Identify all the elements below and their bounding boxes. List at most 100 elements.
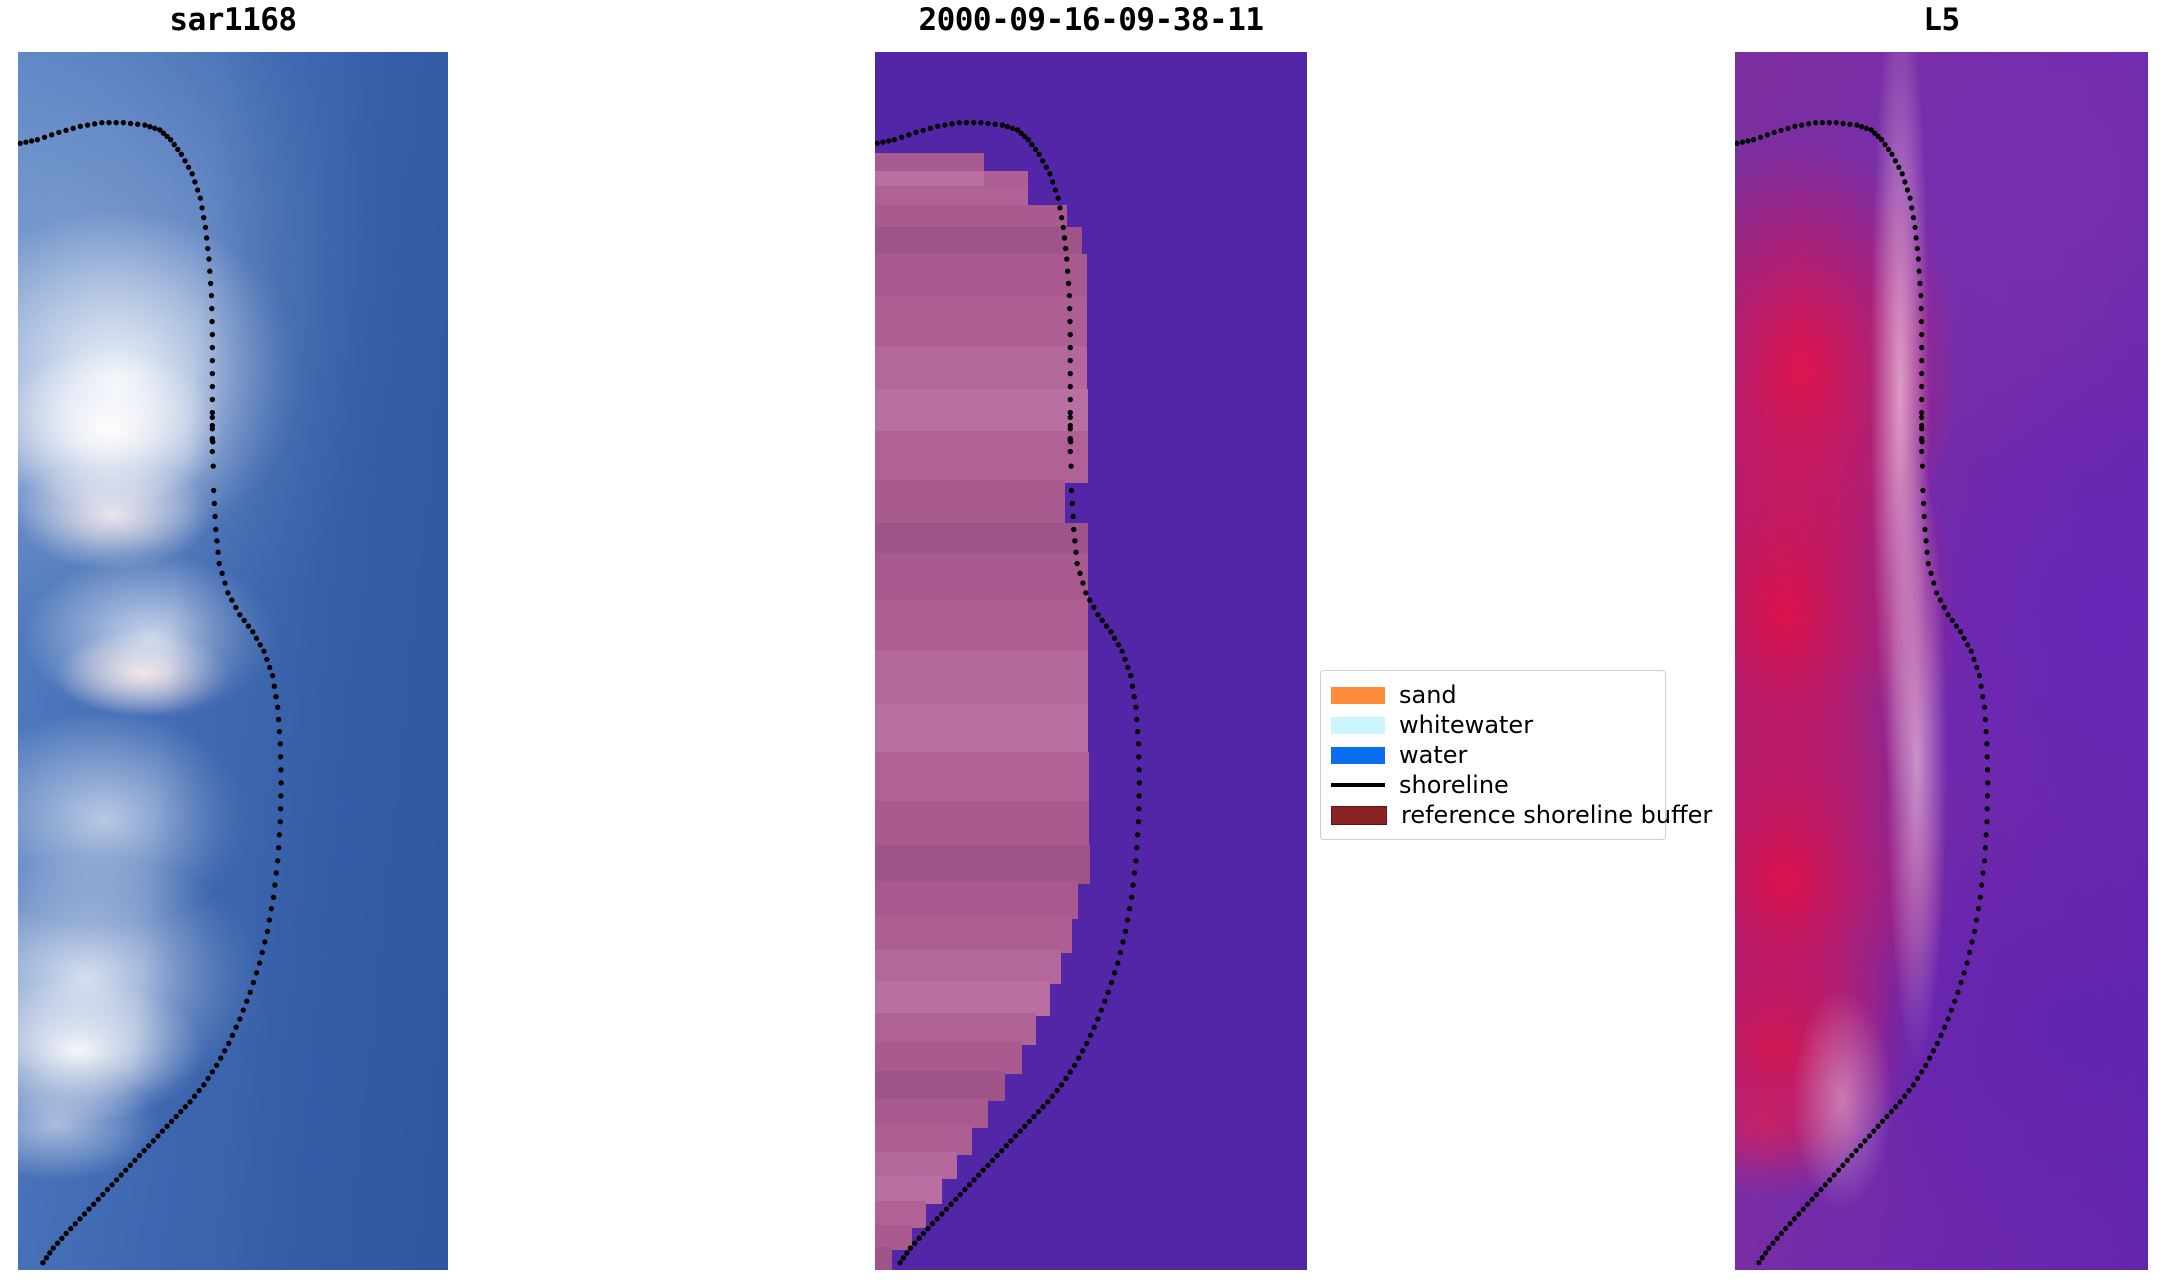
shoreline-dot: [277, 806, 284, 812]
shoreline-dot: [1124, 917, 1131, 923]
shoreline-dot: [999, 122, 1006, 128]
shoreline-dot: [1967, 949, 1973, 956]
shoreline-dot: [157, 127, 163, 133]
shoreline-dot: [209, 357, 216, 364]
shoreline-dot: [1131, 694, 1137, 700]
shoreline-dot: [50, 1245, 56, 1251]
shoreline-dot: [135, 121, 141, 127]
shoreline-dot: [275, 704, 281, 710]
shoreline-dot: [1003, 1143, 1010, 1149]
shoreline-dot: [1087, 597, 1093, 603]
shoreline-dot: [1128, 894, 1135, 900]
shoreline-dot: [1791, 1216, 1798, 1222]
shoreline-dot: [1827, 1177, 1833, 1183]
shoreline-dot: [891, 137, 898, 143]
legend-item[interactable]: whitewater: [1331, 710, 1654, 740]
shoreline-dot: [267, 664, 273, 671]
shoreline-dot: [1916, 268, 1922, 274]
shoreline-dot: [949, 121, 955, 127]
shoreline-dot: [1919, 463, 1926, 469]
shoreline-dot: [1018, 130, 1024, 136]
land-class-block: [875, 345, 1087, 393]
shoreline-dot: [1953, 623, 1959, 629]
land-class-block: [875, 153, 985, 175]
shoreline-dot: [980, 1167, 986, 1173]
shoreline-dot: [1067, 409, 1073, 416]
shoreline-dot: [1735, 140, 1740, 147]
legend-item[interactable]: sand: [1331, 680, 1654, 710]
shoreline-dot: [934, 123, 941, 129]
shoreline-dot: [1826, 119, 1832, 126]
shoreline-dot: [257, 642, 263, 648]
shoreline-dot: [1949, 617, 1955, 624]
shoreline-dot: [976, 1172, 982, 1178]
shoreline-dot: [1979, 882, 1985, 888]
shoreline-dot: [1133, 704, 1139, 710]
sar-sea-gradient: [18, 52, 448, 1270]
shoreline-dot: [1014, 127, 1021, 133]
shoreline-dot: [100, 1191, 106, 1198]
shoreline-dot: [1941, 604, 1947, 611]
shoreline-dot: [1812, 119, 1819, 126]
shoreline-dot: [167, 137, 174, 143]
shoreline-dot: [1833, 119, 1839, 126]
shoreline-dot: [942, 122, 948, 128]
shoreline-dot: [1872, 130, 1878, 136]
l5-image-panel[interactable]: [1735, 52, 2148, 1270]
shoreline-dot: [1031, 1113, 1037, 1120]
shoreline-dot: [1871, 1128, 1877, 1134]
shoreline-dot: [49, 132, 55, 138]
shoreline-dot: [1077, 570, 1083, 576]
land-class-block: [875, 479, 1066, 527]
legend-item[interactable]: shoreline: [1331, 770, 1654, 800]
shoreline-dot: [1857, 1143, 1864, 1149]
shoreline-dot: [182, 158, 188, 164]
shoreline-dot: [211, 500, 218, 507]
legend-item[interactable]: water: [1331, 740, 1654, 770]
panel-title-date: 2000-09-16-09-38-11: [918, 2, 1264, 38]
shoreline-dot: [210, 463, 216, 469]
shoreline-dot: [1806, 121, 1812, 127]
shoreline-dot: [192, 179, 198, 185]
shoreline-dot: [150, 1138, 156, 1144]
panel-title-sar: sar1168: [169, 2, 297, 38]
shoreline-dot: [250, 979, 257, 986]
shoreline-dot: [1032, 146, 1039, 153]
classification-image-panel[interactable]: [875, 52, 1307, 1270]
shoreline-dot: [278, 780, 284, 786]
land-class-block: [875, 185, 1029, 209]
shoreline-dot: [927, 125, 934, 132]
shoreline-dot: [1859, 124, 1865, 130]
land-class-block: [875, 949, 1061, 985]
shoreline-dot: [939, 1211, 945, 1217]
shoreline-dot: [1067, 344, 1073, 351]
shoreline-dot: [1120, 939, 1126, 945]
land-class-block: [875, 801, 1090, 848]
shoreline-dot: [1778, 127, 1784, 134]
shoreline-dot: [91, 1201, 97, 1207]
shoreline-dot: [1060, 224, 1067, 231]
land-class-block: [875, 844, 1091, 885]
shoreline-dot: [1067, 414, 1073, 421]
shoreline-dot: [925, 1225, 931, 1232]
shoreline-dot: [1981, 858, 1988, 864]
shoreline-dot: [1047, 171, 1053, 177]
shoreline-dot: [1792, 123, 1798, 129]
shoreline-dot: [1889, 151, 1895, 157]
shoreline-dot: [205, 1075, 211, 1082]
shoreline-dot: [277, 741, 283, 747]
shoreline-dot: [18, 140, 23, 147]
shoreline-dot: [196, 1087, 202, 1094]
land-class-block: [875, 296, 1087, 349]
shoreline-dot: [1919, 383, 1925, 390]
shoreline-dot: [241, 617, 247, 624]
shoreline-dot: [1847, 121, 1853, 127]
shoreline-dot: [999, 1147, 1005, 1154]
shoreline-dot: [213, 526, 219, 533]
shoreline-dot: [1849, 1152, 1855, 1159]
sar-image-panel[interactable]: [18, 52, 448, 1270]
shoreline-dot: [59, 1235, 65, 1242]
legend-item[interactable]: reference shoreline buffer: [1331, 800, 1712, 830]
legend[interactable]: sand whitewater water shoreline reference sh…: [1320, 670, 1712, 840]
shoreline-dot: [278, 767, 284, 773]
